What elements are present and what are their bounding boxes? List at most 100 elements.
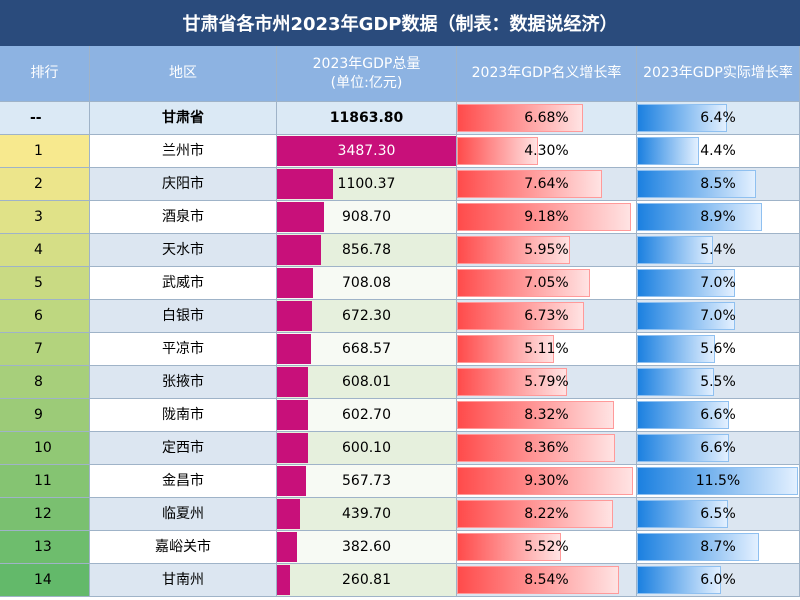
header-text: 2023年GDP总量 (单位:亿元) [312, 55, 421, 91]
gdp-bar [277, 400, 308, 430]
cell-text: 12 [34, 505, 52, 522]
nominal-growth-bar [457, 104, 584, 132]
cell-text: 平凉市 [162, 340, 204, 357]
title: 甘肃省各市州2023年GDP数据（制表：数据说经济） [0, 0, 800, 46]
cell-text: 7.05% [524, 274, 569, 291]
table-cell: 5.5% [637, 366, 800, 399]
cell-text: 8 [34, 373, 43, 390]
table-cell: 6.6% [637, 432, 800, 465]
cell-text: 6.6% [700, 406, 736, 423]
cell-text: 567.73 [342, 472, 391, 489]
cell-text: 4.30% [524, 142, 569, 159]
table-cell: 602.70 [277, 399, 457, 432]
table-cell: 甘南州 [90, 564, 277, 597]
cell-text: 6.0% [700, 571, 736, 588]
table-cell: 608.01 [277, 366, 457, 399]
nominal-growth-bar [457, 203, 631, 231]
real-growth-bar [637, 170, 756, 198]
cell-text: 6.6% [700, 439, 736, 456]
cell-text: 6.73% [524, 307, 569, 324]
cell-text: 4.4% [700, 142, 736, 159]
gdp-bar [277, 202, 324, 232]
cell-text: 3487.30 [337, 142, 396, 159]
cell-text: 5.4% [700, 241, 736, 258]
header-cell: 地区 [90, 46, 277, 102]
table-cell: 9.30% [457, 465, 637, 498]
table-cell: -- [0, 102, 90, 135]
gdp-bar [277, 532, 297, 562]
nominal-growth-bar [457, 302, 585, 330]
gdp-bar [277, 565, 291, 595]
table-cell: 庆阳市 [90, 168, 277, 201]
cell-text: 8.7% [700, 538, 736, 555]
table-cell: 平凉市 [90, 333, 277, 366]
table-cell: 6.6% [637, 399, 800, 432]
table-cell: 金昌市 [90, 465, 277, 498]
table-cell: 9.18% [457, 201, 637, 234]
table-cell: 11 [0, 465, 90, 498]
cell-text: 8.5% [700, 175, 736, 192]
table-cell: 14 [0, 564, 90, 597]
table-cell: 9 [0, 399, 90, 432]
cell-text: 856.78 [342, 241, 391, 258]
gdp-bar [277, 466, 307, 496]
gdp-bar [277, 268, 314, 298]
table-cell: 陇南市 [90, 399, 277, 432]
table-cell: 6.0% [637, 564, 800, 597]
table-cell: 567.73 [277, 465, 457, 498]
cell-text: 6 [34, 307, 43, 324]
cell-text: 11 [34, 472, 52, 489]
table-cell: 382.60 [277, 531, 457, 564]
cell-text: 4 [34, 241, 43, 258]
table-cell: 1100.37 [277, 168, 457, 201]
table-cell: 260.81 [277, 564, 457, 597]
header-text: 2023年GDP实际增长率 [643, 65, 793, 81]
real-growth-bar [637, 236, 713, 264]
cell-text: 5.11% [524, 340, 569, 357]
real-growth-bar [637, 269, 735, 297]
table-cell: 7.0% [637, 300, 800, 333]
cell-text: 临夏州 [162, 505, 204, 522]
nominal-growth-bar [457, 500, 613, 528]
cell-text: 嘉峪关市 [155, 538, 211, 555]
nominal-growth-bar [457, 566, 619, 594]
gdp-bar [277, 433, 308, 463]
table-cell: 酒泉市 [90, 201, 277, 234]
nominal-growth-bar [457, 467, 633, 495]
table-cell: 张掖市 [90, 366, 277, 399]
table-cell: 11863.80 [277, 102, 457, 135]
cell-text: 金昌市 [162, 472, 204, 489]
table-cell: 12 [0, 498, 90, 531]
table-cell: 8.54% [457, 564, 637, 597]
cell-text: 11863.80 [329, 109, 404, 126]
table-cell: 668.57 [277, 333, 457, 366]
gdp-bar [277, 499, 300, 529]
table-cell: 6 [0, 300, 90, 333]
cell-text: 9 [34, 406, 43, 423]
table-cell: 8 [0, 366, 90, 399]
cell-text: 5.95% [524, 241, 569, 258]
gdp-bar [277, 169, 334, 199]
table-cell: 3 [0, 201, 90, 234]
table-cell: 1 [0, 135, 90, 168]
table-cell: 708.08 [277, 267, 457, 300]
cell-text: 14 [34, 571, 52, 588]
cell-text: 6.68% [524, 109, 569, 126]
header-text: 2023年GDP名义增长率 [471, 65, 622, 81]
table-cell: 439.70 [277, 498, 457, 531]
cell-text: 5.79% [524, 373, 569, 390]
cell-text: 8.9% [700, 208, 736, 225]
gdp-bar [277, 334, 312, 364]
cell-text: 908.70 [342, 208, 391, 225]
cell-text: 6.4% [700, 109, 736, 126]
real-growth-bar [637, 335, 716, 363]
table-cell: 定西市 [90, 432, 277, 465]
cell-text: 庆阳市 [162, 175, 204, 192]
cell-text: 708.08 [342, 274, 391, 291]
nominal-growth-bar [457, 368, 567, 396]
table-cell: 8.5% [637, 168, 800, 201]
cell-text: 1100.37 [337, 175, 396, 192]
table-cell: 672.30 [277, 300, 457, 333]
cell-text: 1 [34, 142, 43, 159]
